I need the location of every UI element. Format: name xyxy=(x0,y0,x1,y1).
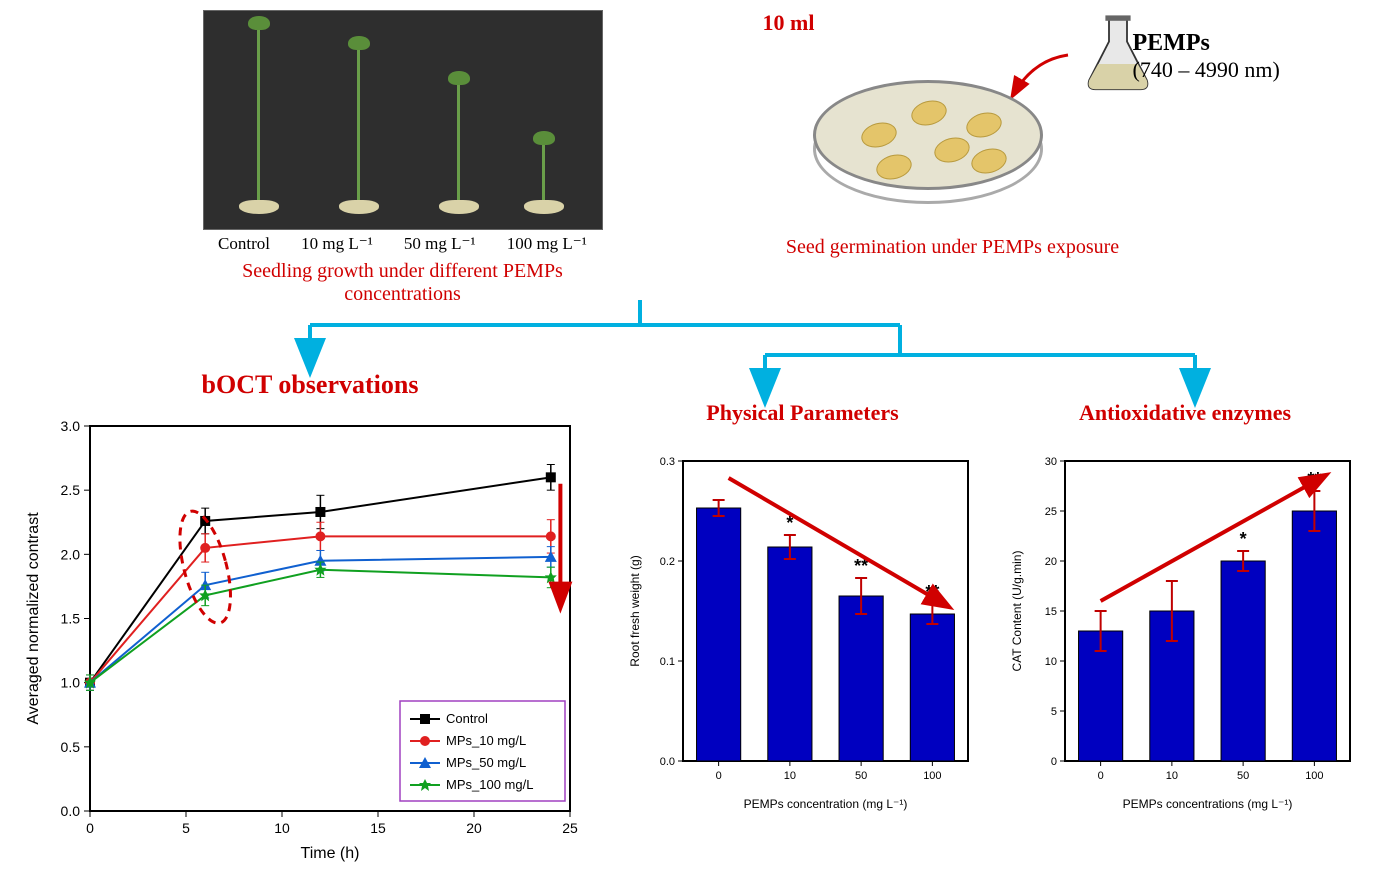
line-chart: 0 5 10 15 20 25 0.0 0.5 1.0 1.5 2.0 2.5 3.0 Time (h) A… xyxy=(20,406,600,866)
svg-text:10: 10 xyxy=(1045,656,1057,668)
svg-text:15: 15 xyxy=(1045,606,1057,618)
pemps-label: PEMPs (740 – 4990 nm) xyxy=(1133,30,1333,84)
svg-text:15: 15 xyxy=(370,820,386,836)
chart-row: bOCT observations 0 5 10 15 20 25 0.0 0.5 1.0 1.5… xyxy=(0,370,1385,871)
svg-text:5: 5 xyxy=(182,820,190,836)
conc-label: 10 mg L⁻¹ xyxy=(301,234,373,254)
svg-text:20: 20 xyxy=(466,820,482,836)
svg-text:0.5: 0.5 xyxy=(61,739,81,755)
svg-text:0.0: 0.0 xyxy=(659,756,674,768)
conc-label: 50 mg L⁻¹ xyxy=(404,234,476,254)
svg-text:Averaged normalized contrast: Averaged normalized contrast xyxy=(25,512,42,725)
svg-text:Time (h): Time (h) xyxy=(301,845,360,862)
svg-text:3.0: 3.0 xyxy=(61,418,81,434)
seedling-photo xyxy=(203,10,603,230)
svg-text:10: 10 xyxy=(783,770,795,782)
seed-icon xyxy=(968,145,1009,177)
svg-text:25: 25 xyxy=(562,820,578,836)
boct-title: bOCT observations xyxy=(20,370,600,400)
seedling-block: Control 10 mg L⁻¹ 50 mg L⁻¹ 100 mg L⁻¹ Seed… xyxy=(183,10,623,306)
pemps-text: PEMPs xyxy=(1133,30,1210,56)
svg-text:PEMPs concentration (mg L⁻¹): PEMPs concentration (mg L⁻¹) xyxy=(743,797,907,811)
seed-icon xyxy=(931,134,972,166)
svg-text:100: 100 xyxy=(923,770,941,782)
plant-2 xyxy=(439,71,479,214)
svg-text:0: 0 xyxy=(1051,756,1057,768)
bar-enz-title: Antioxidative enzymes xyxy=(1005,400,1365,426)
top-row: Control 10 mg L⁻¹ 50 mg L⁻¹ 100 mg L⁻¹ Seed… xyxy=(0,0,1385,306)
svg-text:2.0: 2.0 xyxy=(61,546,81,562)
svg-text:5: 5 xyxy=(1051,706,1057,718)
plant-3 xyxy=(524,131,564,214)
svg-text:0.2: 0.2 xyxy=(659,556,674,568)
svg-text:100: 100 xyxy=(1305,770,1323,782)
svg-text:0: 0 xyxy=(86,820,94,836)
seed-icon xyxy=(873,151,914,183)
seed-icon xyxy=(908,97,949,129)
svg-text:1.0: 1.0 xyxy=(61,675,81,691)
svg-text:50: 50 xyxy=(1237,770,1249,782)
svg-text:0: 0 xyxy=(1098,770,1104,782)
svg-text:25: 25 xyxy=(1045,506,1057,518)
volume-label: 10 ml xyxy=(763,10,815,36)
conc-label: 100 mg L⁻¹ xyxy=(507,234,587,254)
bar-enz-chart: 051015202530010*50**100PEMPs concentrati… xyxy=(1005,436,1365,816)
svg-text:*: * xyxy=(1240,529,1247,549)
plant-1 xyxy=(339,36,379,214)
svg-text:0: 0 xyxy=(715,770,721,782)
petri-dish-icon xyxy=(813,80,1043,210)
svg-text:10: 10 xyxy=(1166,770,1178,782)
seedling-conc-labels: Control 10 mg L⁻¹ 50 mg L⁻¹ 100 mg L⁻¹ xyxy=(203,234,603,254)
svg-text:30: 30 xyxy=(1045,456,1057,468)
germination-caption: Seed germination under PEMPs exposure xyxy=(703,236,1203,259)
seed-icon xyxy=(858,119,899,151)
bar-enz-block: Antioxidative enzymes 0 5 10 15 20 25 30 0 10 * 50… xyxy=(1005,370,1365,871)
svg-text:CAT Content (U/g.min): CAT Content (U/g.min) xyxy=(1010,551,1024,672)
svg-text:0.1: 0.1 xyxy=(659,656,674,668)
svg-text:10: 10 xyxy=(274,820,290,836)
svg-text:MPs_100 mg/L: MPs_100 mg/L xyxy=(446,777,533,792)
svg-text:MPs_50 mg/L: MPs_50 mg/L xyxy=(446,755,526,770)
svg-text:0.3: 0.3 xyxy=(659,456,674,468)
bar-phys-title: Physical Parameters xyxy=(623,400,983,426)
pemps-size-range: (740 – 4990 nm) xyxy=(1133,57,1280,82)
conc-label: Control xyxy=(218,234,270,254)
svg-text:MPs_10 mg/L: MPs_10 mg/L xyxy=(446,733,526,748)
bar-phys-chart: 0.00.10.20.30*10**50**100PEMPs concentra… xyxy=(623,436,983,816)
germination-block: 10 ml PEMPs (740 – 4990 nm) xyxy=(703,10,1203,306)
svg-text:0.0: 0.0 xyxy=(61,803,81,819)
seedling-caption: Seedling growth under different PEMPs co… xyxy=(183,260,623,306)
svg-text:PEMPs concentrations (mg L⁻¹): PEMPs concentrations (mg L⁻¹) xyxy=(1123,797,1293,811)
svg-text:2.5: 2.5 xyxy=(61,482,81,498)
svg-text:1.5: 1.5 xyxy=(61,611,81,627)
bar-phys-block: Physical Parameters 0.00.10.20.30*10**50… xyxy=(623,370,983,871)
plant-0 xyxy=(239,16,279,214)
line-chart-block: bOCT observations 0 5 10 15 20 25 0.0 0.5 1.0 1.5… xyxy=(20,370,600,871)
svg-text:Root fresh weight (g): Root fresh weight (g) xyxy=(628,555,642,666)
svg-text:Control: Control xyxy=(446,711,488,726)
svg-text:50: 50 xyxy=(855,770,867,782)
seed-icon xyxy=(963,109,1004,141)
dish-illustration: 10 ml PEMPs (740 – 4990 nm) xyxy=(803,10,1103,230)
svg-text:20: 20 xyxy=(1045,556,1057,568)
